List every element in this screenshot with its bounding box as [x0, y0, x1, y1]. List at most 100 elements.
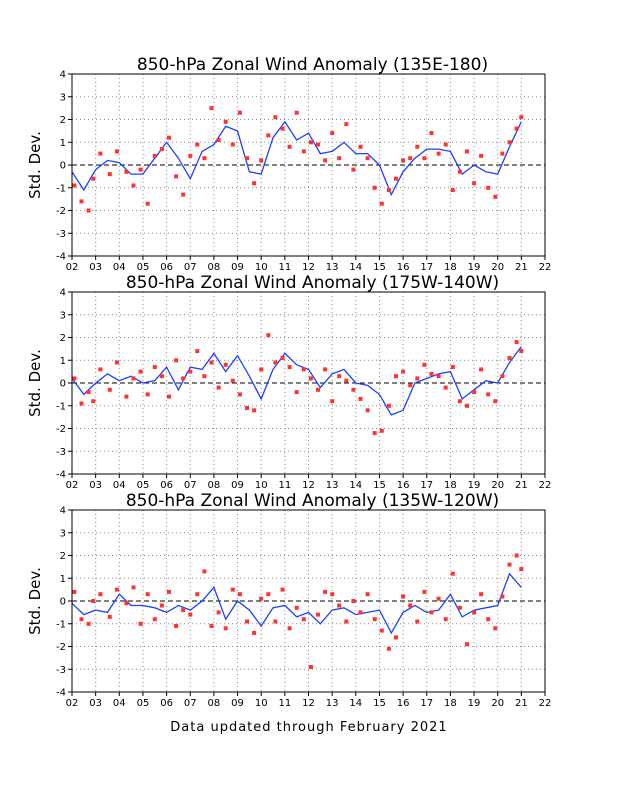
monthly-anomaly-point: [401, 369, 406, 374]
x-tick-label: 21: [515, 262, 528, 273]
x-tick-label: 16: [397, 698, 410, 709]
monthly-anomaly-point: [379, 428, 384, 433]
monthly-anomaly-point: [372, 617, 377, 622]
monthly-anomaly-point: [337, 603, 342, 608]
y-tick-label: 0: [60, 597, 66, 608]
x-tick-label: 19: [468, 698, 481, 709]
monthly-anomaly-point: [237, 110, 242, 115]
monthly-anomaly-point: [273, 619, 278, 624]
monthly-anomaly-point: [465, 403, 469, 408]
monthly-anomaly-point: [465, 149, 469, 154]
running-mean-line: [71, 572, 522, 635]
monthly-anomaly-point: [301, 367, 306, 372]
y-tick-label: -4: [56, 252, 66, 263]
x-tick-label: 06: [160, 262, 173, 273]
monthly-anomaly-point: [514, 340, 519, 345]
monthly-anomaly-point: [472, 390, 477, 395]
monthly-anomaly-point: [323, 589, 328, 594]
x-tick-label: 02: [66, 262, 79, 273]
monthly-anomaly-point: [216, 138, 221, 142]
monthly-anomaly-point: [507, 356, 512, 360]
monthly-anomaly-point: [174, 174, 179, 179]
monthly-anomaly-point: [436, 374, 441, 379]
monthly-anomaly-point: [316, 387, 320, 392]
y-tick-label: -3: [56, 665, 66, 676]
monthly-anomaly-point: [167, 135, 171, 140]
x-tick-label: 19: [468, 480, 481, 491]
chart-title: 850-hPa Zonal Wind Anomaly (135W-120W): [126, 491, 499, 511]
monthly-anomaly-point: [514, 553, 519, 558]
monthly-anomaly-point: [79, 199, 84, 204]
monthly-anomaly-point: [72, 589, 77, 594]
monthly-anomaly-point: [457, 399, 462, 404]
x-tick-label: 04: [113, 698, 126, 709]
x-tick-label: 16: [397, 480, 410, 491]
monthly-anomaly-point: [308, 140, 313, 145]
monthly-anomaly-point: [107, 614, 112, 619]
monthly-anomaly-point: [223, 626, 228, 631]
monthly-anomaly-point: [330, 131, 335, 136]
monthly-anomaly-point: [159, 374, 164, 379]
monthly-anomaly-point: [500, 594, 505, 599]
monthly-anomaly-point: [188, 153, 193, 158]
monthly-anomaly-point: [86, 208, 91, 213]
monthly-anomaly-point: [230, 587, 235, 592]
monthly-anomaly-point: [436, 596, 441, 601]
x-tick-label: 05: [137, 480, 150, 491]
monthly-anomaly-point: [145, 592, 150, 597]
monthly-anomaly-point: [457, 605, 462, 610]
y-tick-label: 0: [60, 161, 66, 172]
monthly-anomaly-point: [316, 142, 320, 147]
x-tick-label: 07: [184, 262, 197, 273]
monthly-anomaly-point: [351, 167, 356, 172]
x-tick-label: 06: [160, 480, 173, 491]
y-axis-label: Std. Dev.: [26, 131, 44, 199]
monthly-anomaly-point: [493, 194, 498, 199]
monthly-anomaly-point: [294, 605, 299, 610]
x-tick-label: 20: [491, 698, 504, 709]
monthly-anomaly-point: [436, 151, 441, 156]
x-tick-label: 18: [444, 262, 457, 273]
monthly-anomaly-point: [86, 390, 91, 395]
x-tick-label: 13: [326, 698, 339, 709]
monthly-anomaly-point: [358, 610, 363, 615]
monthly-anomaly-point: [344, 378, 349, 383]
monthly-anomaly-point: [280, 356, 285, 360]
monthly-anomaly-point: [408, 603, 413, 608]
monthly-anomaly-point: [500, 374, 505, 379]
monthly-anomaly-point: [79, 617, 84, 622]
monthly-anomaly-point: [443, 617, 448, 622]
monthly-anomaly-point: [422, 589, 427, 594]
y-tick-label: -4: [56, 470, 66, 481]
monthly-anomaly-point: [252, 181, 257, 186]
monthly-anomaly-point: [174, 358, 179, 363]
monthly-anomaly-point: [280, 587, 285, 592]
monthly-anomaly-point: [294, 110, 299, 115]
x-tick-label: 15: [373, 262, 386, 273]
y-tick-label: 0: [60, 379, 66, 390]
x-tick-label: 18: [444, 698, 457, 709]
x-tick-label: 15: [373, 698, 386, 709]
x-tick-label: 12: [302, 262, 315, 273]
monthly-anomaly-point: [344, 122, 349, 127]
monthly-anomaly-point: [401, 158, 406, 163]
monthly-anomaly-point: [72, 376, 77, 381]
monthly-anomaly-point: [351, 599, 356, 603]
monthly-anomaly-point: [195, 592, 200, 597]
monthly-anomaly-point: [188, 612, 193, 617]
monthly-anomaly-point: [472, 610, 477, 615]
monthly-anomaly-point: [415, 376, 420, 381]
monthly-anomaly-point: [358, 144, 363, 149]
monthly-anomaly-point: [408, 383, 413, 388]
monthly-anomaly-point: [131, 585, 136, 590]
monthly-anomaly-point: [98, 151, 103, 156]
monthly-anomaly-point: [287, 144, 292, 149]
monthly-anomaly-point: [259, 158, 264, 163]
y-tick-label: -3: [56, 447, 66, 458]
y-tick-label: -2: [56, 642, 66, 653]
chart-panels: 02 03 04 05 06 07 08 09 10 11 12 13 14 15 16 17 18 19 20 21…: [26, 55, 551, 709]
x-tick-label: 08: [208, 262, 221, 273]
monthly-anomaly-point: [245, 156, 249, 161]
monthly-anomaly-point: [450, 571, 455, 576]
x-tick-label: 14: [349, 698, 362, 709]
